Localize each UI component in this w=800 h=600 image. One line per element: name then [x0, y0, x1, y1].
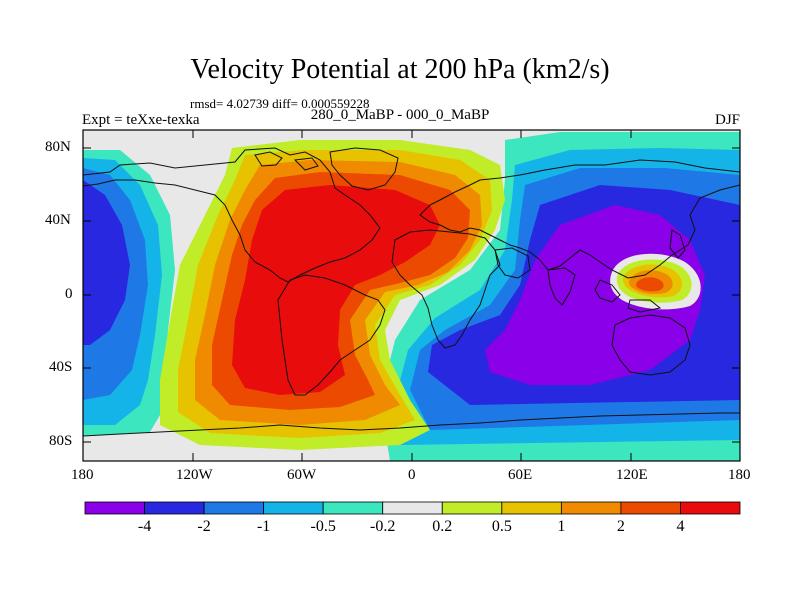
y-tick-label-80n: 80N	[45, 139, 71, 155]
y-tick-marks	[83, 147, 740, 443]
colorbar	[84, 501, 741, 515]
colorbar-swatch	[501, 501, 562, 515]
outline-india	[547, 267, 576, 306]
x-tick-marks	[82, 130, 741, 461]
contour-pos-l5	[232, 185, 440, 395]
colorbar-swatch	[620, 501, 681, 515]
contour-field	[83, 130, 740, 461]
x-tick-label-0: 0	[408, 467, 416, 483]
x-tick-label-120w: 120W	[176, 467, 213, 483]
colorbar-swatch	[322, 501, 384, 515]
colorbar-label: 0.5	[491, 518, 512, 535]
colorbar-swatch	[263, 501, 324, 515]
plot-title: Velocity Potential at 200 hPa (km2/s)	[190, 54, 610, 85]
colorbar-label: 1	[557, 518, 566, 535]
outline-greenland	[329, 147, 399, 191]
colorbar-swatch	[84, 501, 145, 515]
outline-africa	[391, 229, 501, 349]
x-tick-label-180w: 180	[71, 467, 94, 483]
x-tick-label-120e: 120E	[616, 467, 648, 483]
colorbar-swatch	[560, 501, 622, 515]
y-tick-label-0: 0	[65, 286, 73, 302]
colorbar-swatch	[382, 501, 443, 515]
outline-north-america	[83, 147, 381, 283]
colorbar-label: -2	[197, 518, 211, 535]
colorbar-label: -0.2	[370, 518, 396, 535]
contour-neg-west-l4	[83, 180, 130, 345]
y-tick-label-40n: 40N	[45, 212, 71, 228]
x-tick-label-60e: 60E	[508, 467, 533, 483]
y-tick-label-40s: 40S	[49, 359, 73, 375]
outline-south-america	[277, 274, 386, 396]
outline-arctic-islands	[254, 151, 319, 171]
outline-australia	[611, 314, 691, 376]
colorbar-label: -1	[256, 518, 271, 535]
colorbar-swatch	[144, 501, 205, 515]
experiment-label: Expt = teXxe-texka	[82, 112, 200, 128]
colorbar-swatch	[203, 501, 265, 515]
colorbar-label: -0.5	[310, 518, 336, 535]
colorbar-label: 0.2	[432, 518, 453, 535]
y-tick-label-80s: 80S	[49, 433, 73, 449]
contour-neg-east-l5	[485, 205, 705, 385]
contour-pos-east-l5	[636, 277, 664, 292]
colorbar-swatch	[680, 501, 741, 515]
colorbar-label: 2	[616, 518, 625, 535]
x-tick-label-180e: 180	[728, 467, 751, 483]
outline-se-asia	[594, 279, 662, 313]
stats-label: rmsd= 4.02739 diff= 0.000559228	[190, 96, 370, 111]
x-tick-label-60w: 60W	[287, 467, 317, 483]
outline-japan	[669, 229, 686, 259]
continent-outlines	[83, 147, 740, 437]
colorbar-label: 4	[676, 518, 685, 535]
outline-antarctica	[83, 412, 740, 437]
outline-eurasia	[419, 159, 740, 279]
subtitle-label: 280_0_MaBP - 000_0_MaBP	[310, 107, 490, 123]
outline-arabia	[494, 247, 531, 279]
colorbar-label: -4	[137, 518, 152, 535]
season-label: DJF	[714, 112, 740, 128]
colorbar-swatch	[441, 501, 503, 515]
